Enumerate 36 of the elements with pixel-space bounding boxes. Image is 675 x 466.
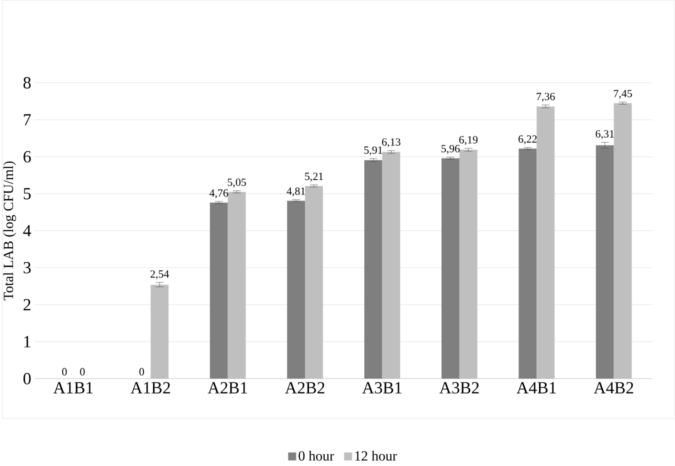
x-tick-label: A2B2 (284, 382, 324, 394)
legend-label: 0 hour (298, 450, 334, 461)
x-tick-label: A3B2 (439, 382, 479, 394)
x-tick-label: A3B1 (362, 382, 402, 394)
y-tick-label: 1 (24, 336, 30, 348)
y-tick-label: 7 (24, 114, 31, 126)
data-label: 7,36 (536, 92, 555, 102)
data-label: 7,45 (614, 90, 632, 99)
data-label: 4,81 (286, 187, 305, 196)
data-label: 6,19 (459, 136, 478, 146)
y-tick-label: 0 (23, 372, 31, 384)
data-label: 5,91 (364, 146, 382, 156)
data-label: 4,76 (210, 189, 228, 198)
y-tick-label: 8 (23, 77, 31, 88)
y-tick-label: 2 (24, 299, 30, 310)
data-label: 5,96 (442, 144, 460, 154)
x-tick-label: A1B2 (130, 382, 170, 394)
data-label: 5,21 (305, 172, 323, 182)
y-tick-label: 5 (24, 188, 31, 200)
x-tick-label: A1B1 (53, 382, 93, 394)
y-tick-label: 3 (24, 262, 31, 274)
y-axis-title: Total LAB (log CFU/ml) (3, 161, 16, 300)
data-label: 2,54 (150, 270, 170, 280)
y-tick-label: 4 (23, 225, 32, 236)
data-label: 0 (80, 368, 85, 376)
data-label: 0 (139, 368, 144, 376)
x-tick-label: A2B1 (208, 382, 248, 394)
x-tick-label: A4B1 (516, 382, 556, 394)
data-label: 5,05 (228, 178, 246, 188)
y-tick-label: 6 (24, 151, 31, 162)
data-label: 6,13 (382, 138, 400, 148)
data-label: 6,22 (518, 135, 537, 144)
x-tick-label: A4B2 (594, 382, 634, 394)
legend-label: 12 hour (355, 450, 397, 461)
data-label: 6,31 (596, 130, 614, 140)
data-label: 0 (62, 368, 67, 376)
